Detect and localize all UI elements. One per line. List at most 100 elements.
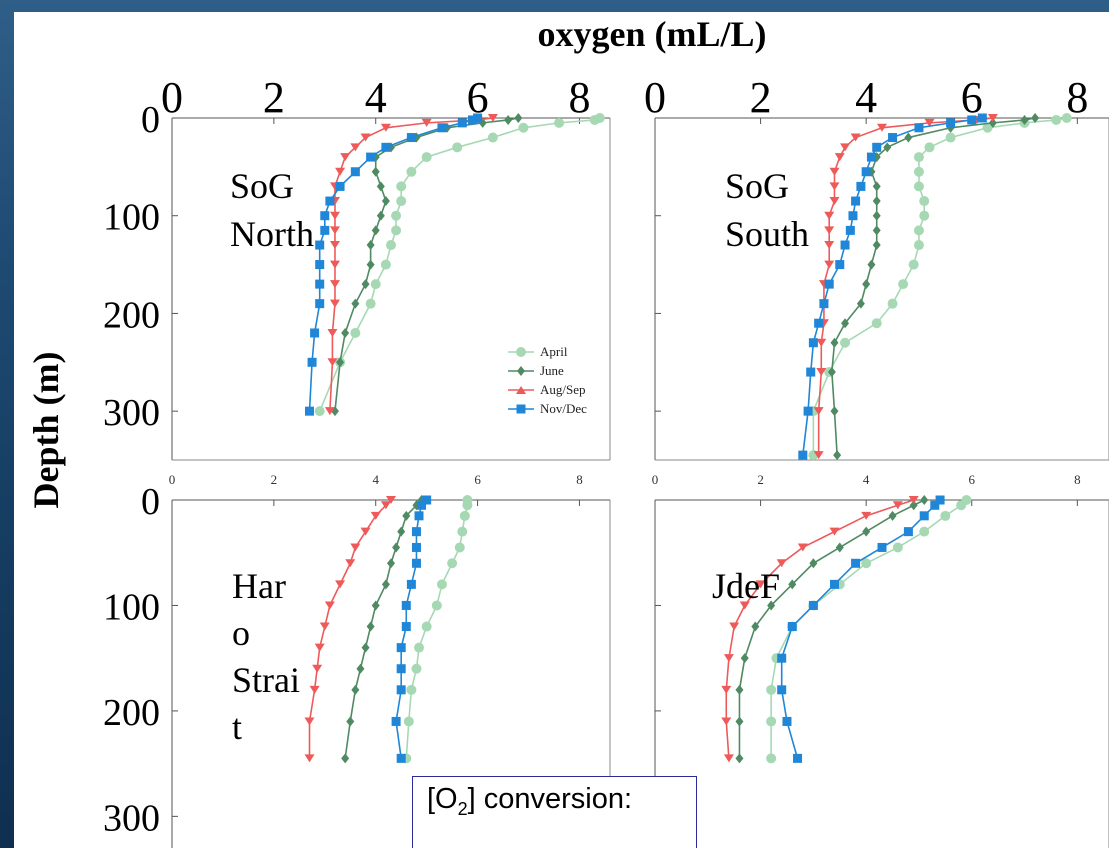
data-point xyxy=(982,122,993,133)
data-point xyxy=(376,210,385,221)
data-point xyxy=(329,226,340,235)
x-tick-label-small: 2 xyxy=(757,472,764,487)
data-point xyxy=(872,225,881,236)
x-tick-label-small: 4 xyxy=(863,472,870,487)
data-point xyxy=(824,279,834,289)
data-point xyxy=(315,240,325,250)
data-point xyxy=(396,753,406,763)
data-point xyxy=(380,501,391,510)
data-point xyxy=(920,495,929,505)
data-point xyxy=(861,558,872,569)
legend-marker xyxy=(517,366,525,376)
data-point xyxy=(824,211,835,220)
data-point xyxy=(977,113,987,123)
data-point xyxy=(366,621,375,632)
data-point xyxy=(872,142,882,152)
y-tick-label: 100 xyxy=(103,197,160,239)
data-point xyxy=(304,717,315,726)
panel-label-line: JdeF xyxy=(712,566,780,606)
data-point xyxy=(315,260,325,270)
data-point xyxy=(312,664,323,673)
series-line-april xyxy=(405,500,469,759)
data-point xyxy=(777,653,787,663)
data-point xyxy=(913,152,924,163)
data-point xyxy=(861,167,871,177)
data-point xyxy=(406,133,416,143)
panel-label-line: Har xyxy=(232,566,286,606)
data-point xyxy=(504,114,513,125)
data-point xyxy=(809,558,818,569)
data-point xyxy=(988,117,997,128)
data-point xyxy=(814,318,824,328)
data-point xyxy=(872,181,881,192)
data-point xyxy=(913,181,924,192)
data-point xyxy=(904,132,913,143)
data-point xyxy=(721,717,732,726)
data-point xyxy=(437,123,447,133)
data-point xyxy=(798,450,808,460)
data-point xyxy=(903,527,913,537)
data-point xyxy=(314,643,325,652)
data-point xyxy=(729,622,740,631)
data-point xyxy=(396,196,407,207)
conversion-suffix: ] conversion: xyxy=(467,783,633,815)
data-point xyxy=(324,407,335,416)
data-point xyxy=(304,754,315,763)
data-point xyxy=(833,450,842,461)
data-point xyxy=(315,299,325,309)
data-point xyxy=(851,558,861,568)
data-point xyxy=(436,579,447,590)
data-point xyxy=(721,685,732,694)
panel-2 xyxy=(654,113,1109,461)
data-point xyxy=(462,500,473,511)
data-point xyxy=(872,210,881,221)
data-point xyxy=(411,542,421,552)
data-point xyxy=(908,496,919,504)
data-point xyxy=(401,600,411,610)
data-point xyxy=(320,225,330,235)
data-point xyxy=(829,182,840,191)
data-point xyxy=(421,152,432,163)
data-point xyxy=(307,357,317,367)
y-tick-label: 200 xyxy=(103,294,160,336)
panel-label-line: Strai xyxy=(232,660,300,700)
data-point xyxy=(956,500,967,511)
data-point xyxy=(324,601,335,610)
x-tick-label-big: 6 xyxy=(467,73,489,122)
series-line-aug-sep xyxy=(329,117,493,412)
data-point xyxy=(830,337,839,348)
data-point xyxy=(370,511,381,520)
data-point xyxy=(723,754,734,763)
data-point xyxy=(402,510,411,521)
y-tick-label: 0 xyxy=(141,481,160,523)
data-point xyxy=(861,511,872,520)
data-point xyxy=(919,210,930,221)
data-point xyxy=(351,298,360,309)
data-point xyxy=(827,367,836,378)
panel-4 xyxy=(654,495,1109,848)
legend-marker xyxy=(516,347,526,357)
data-point xyxy=(341,753,350,764)
data-point xyxy=(370,279,381,290)
data-point xyxy=(365,298,376,309)
data-point xyxy=(356,663,365,674)
data-point xyxy=(813,451,824,460)
data-point xyxy=(406,166,417,177)
data-point xyxy=(887,298,898,309)
data-point xyxy=(848,211,858,221)
data-point xyxy=(909,500,918,511)
x-tick-label-big: 0 xyxy=(161,73,183,122)
data-point xyxy=(361,279,370,290)
data-point xyxy=(350,327,361,338)
data-point xyxy=(892,501,903,510)
data-point xyxy=(777,685,787,695)
data-point xyxy=(803,406,813,416)
x-tick-label-small: 4 xyxy=(372,472,379,487)
data-point xyxy=(829,167,840,176)
data-point xyxy=(767,600,776,611)
panel-label-line: SoG xyxy=(725,166,789,206)
data-point xyxy=(913,225,924,236)
data-point xyxy=(340,153,351,162)
data-point xyxy=(350,143,361,152)
